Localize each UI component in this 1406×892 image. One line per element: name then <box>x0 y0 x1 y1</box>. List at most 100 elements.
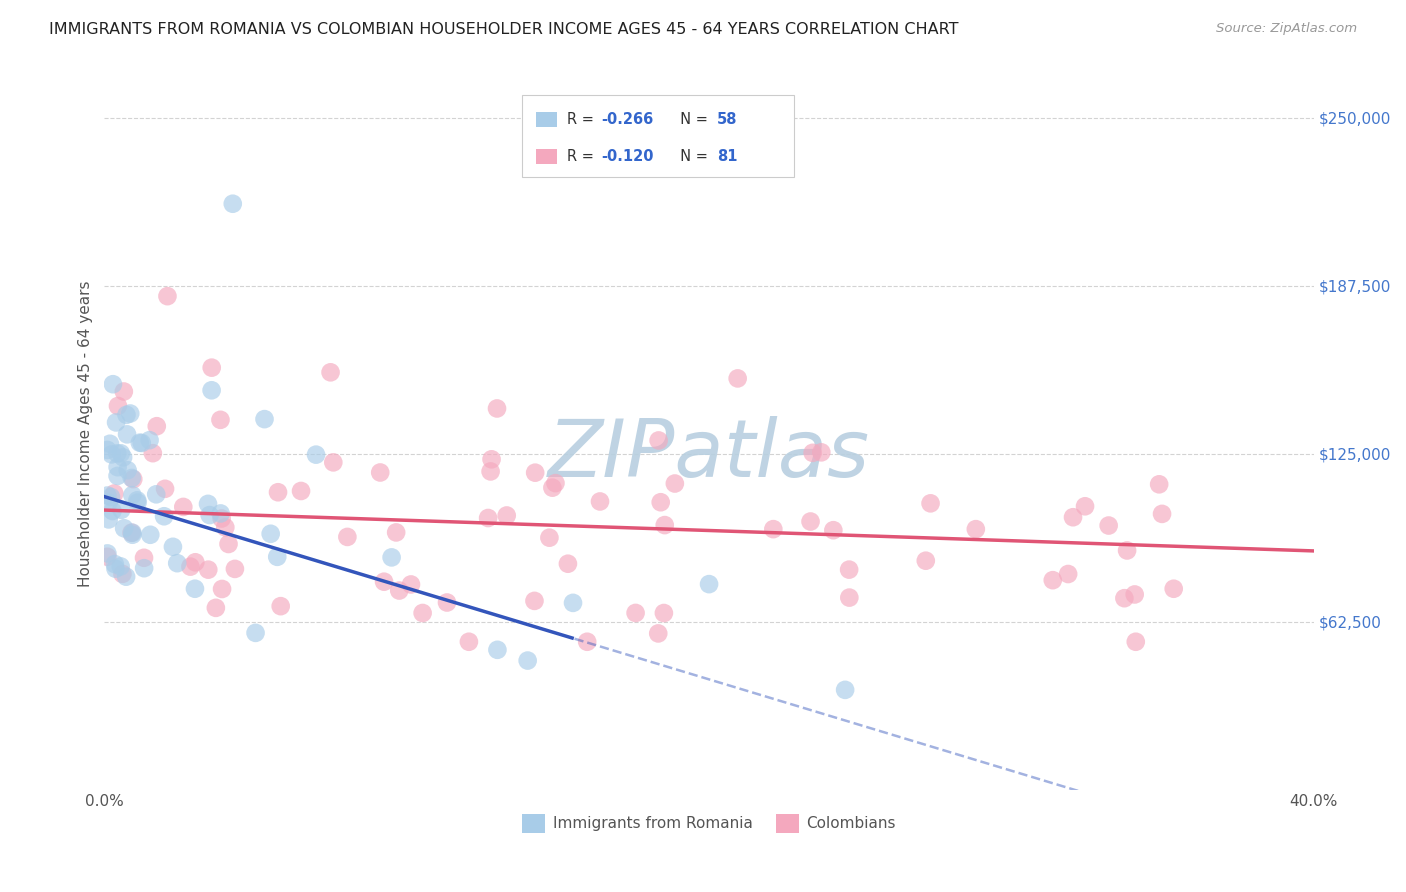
Point <box>211 511 233 525</box>
Point <box>576 634 599 648</box>
Point <box>112 521 135 535</box>
Point <box>209 507 232 521</box>
Point <box>96 546 118 560</box>
Point <box>1125 634 1147 648</box>
Point <box>1163 582 1185 596</box>
Point <box>624 606 647 620</box>
Point <box>385 525 408 540</box>
Point <box>541 481 564 495</box>
Point <box>166 556 188 570</box>
Point <box>270 599 292 614</box>
Point <box>101 377 124 392</box>
Point <box>104 562 127 576</box>
Point <box>101 504 124 518</box>
Point <box>127 493 149 508</box>
Point <box>184 555 207 569</box>
Point <box>107 399 129 413</box>
Point <box>762 522 785 536</box>
Point <box>458 634 481 648</box>
Point <box>647 626 669 640</box>
Point <box>1074 500 1097 514</box>
Point <box>914 554 936 568</box>
Point <box>1150 507 1173 521</box>
Point <box>197 563 219 577</box>
Point <box>184 582 207 596</box>
Point <box>110 559 132 574</box>
Point <box>104 557 127 571</box>
Point <box>838 563 860 577</box>
Point <box>205 600 228 615</box>
Point <box>1042 573 1064 587</box>
Point <box>121 525 143 540</box>
Point <box>121 471 143 485</box>
Point <box>373 574 395 589</box>
Point <box>218 537 240 551</box>
Point <box>209 413 232 427</box>
Point <box>214 520 236 534</box>
Text: R =: R = <box>567 149 599 164</box>
Point <box>107 460 129 475</box>
Point <box>105 416 128 430</box>
Point <box>322 455 344 469</box>
Point <box>481 452 503 467</box>
Point <box>97 512 120 526</box>
Point <box>142 446 165 460</box>
Point <box>172 500 194 514</box>
Text: ZIPatlas: ZIPatlas <box>548 416 870 494</box>
Point <box>305 448 328 462</box>
Point <box>486 642 509 657</box>
Point <box>1147 477 1170 491</box>
Point <box>319 365 342 379</box>
Point <box>267 485 290 500</box>
Point <box>368 466 391 480</box>
Point <box>145 419 167 434</box>
Point <box>97 495 120 509</box>
Point <box>810 445 832 459</box>
Point <box>162 540 184 554</box>
Point <box>96 442 118 457</box>
Point <box>1098 518 1121 533</box>
Point <box>201 384 224 398</box>
Point <box>495 508 517 523</box>
Point <box>920 496 942 510</box>
Point <box>115 570 138 584</box>
Point <box>156 289 179 303</box>
Point <box>381 550 404 565</box>
Point <box>110 503 132 517</box>
Point <box>201 360 224 375</box>
Point <box>479 465 502 479</box>
Point <box>110 446 132 460</box>
Point <box>838 591 860 605</box>
Point <box>112 384 135 399</box>
Point <box>198 508 221 522</box>
Point <box>647 434 669 448</box>
Point <box>1062 510 1084 524</box>
Point <box>801 446 824 460</box>
Point <box>115 408 138 422</box>
Point <box>211 582 233 596</box>
Point <box>336 530 359 544</box>
Point <box>139 528 162 542</box>
Point <box>1123 587 1146 601</box>
Point <box>727 371 749 385</box>
Point <box>544 476 567 491</box>
Point <box>654 518 676 533</box>
Point <box>650 495 672 509</box>
Point <box>115 427 138 442</box>
Point <box>103 486 125 500</box>
Point <box>557 557 579 571</box>
Point <box>399 577 422 591</box>
FancyBboxPatch shape <box>536 112 557 128</box>
Point <box>121 525 143 540</box>
Point <box>1114 591 1136 606</box>
Point <box>538 531 561 545</box>
Point <box>485 401 508 416</box>
Text: -0.120: -0.120 <box>600 149 654 164</box>
Point <box>105 446 128 460</box>
Point <box>121 527 143 541</box>
Legend: Immigrants from Romania, Colombians: Immigrants from Romania, Colombians <box>516 808 901 838</box>
Text: 81: 81 <box>717 149 738 164</box>
Point <box>834 682 856 697</box>
Point <box>112 450 135 465</box>
Text: IMMIGRANTS FROM ROMANIA VS COLOMBIAN HOUSEHOLDER INCOME AGES 45 - 64 YEARS CORRE: IMMIGRANTS FROM ROMANIA VS COLOMBIAN HOU… <box>49 22 959 37</box>
